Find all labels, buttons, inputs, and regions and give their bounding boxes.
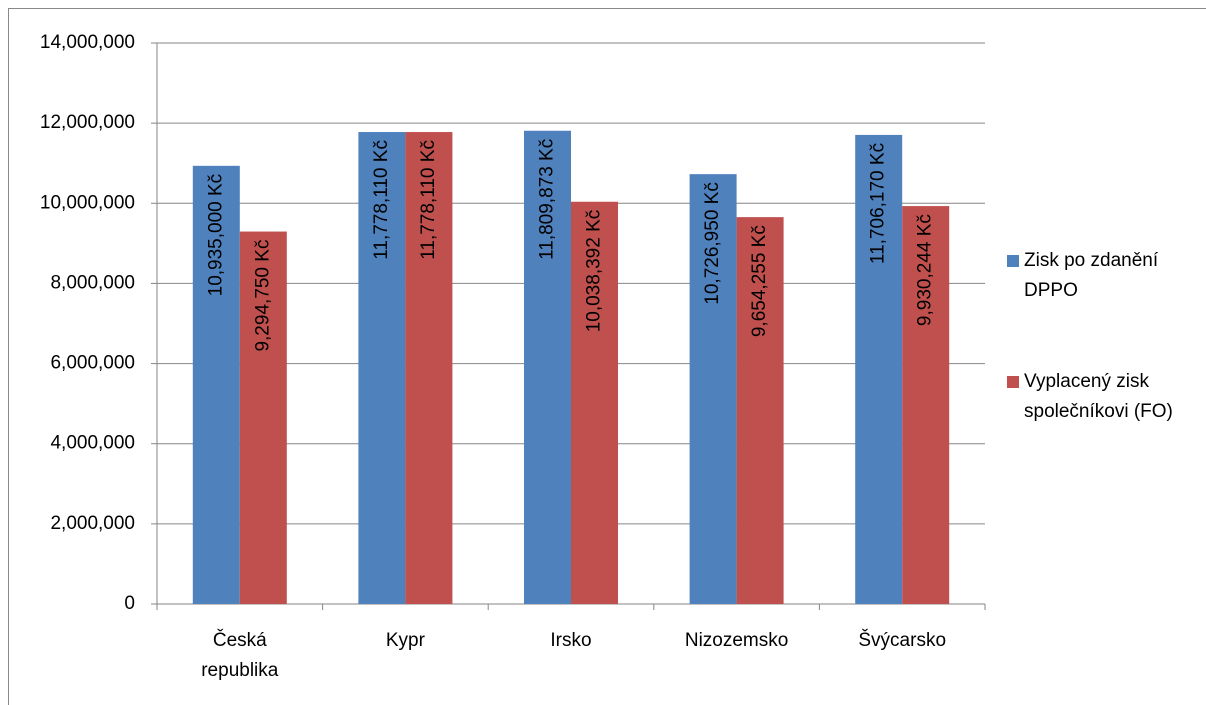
- y-tick-label: 8,000,000: [50, 272, 135, 293]
- x-tick-label: Švýcarsko: [858, 629, 946, 651]
- legend-swatch: [1007, 255, 1019, 267]
- value-label: 11,778,110 Kč: [371, 140, 392, 260]
- y-tick-label: 14,000,000: [40, 32, 135, 53]
- bar: [239, 231, 287, 605]
- y-tick-label: 10,000,000: [40, 192, 135, 213]
- x-tick-label: Nizozemsko: [685, 630, 788, 651]
- value-label: 10,038,392 Kč: [584, 210, 605, 333]
- legend-swatch: [1007, 376, 1019, 388]
- bar: [855, 134, 903, 604]
- y-tick-label: 4,000,000: [50, 433, 135, 454]
- bar: [571, 201, 618, 604]
- bar: [902, 206, 950, 604]
- legend-label: Zisk po zdanění DPPO: [1024, 250, 1159, 301]
- value-label: 9,654,255 Kč: [749, 225, 770, 337]
- bar: [736, 217, 784, 605]
- bar: [689, 174, 737, 604]
- value-label: 10,935,000 Kč: [205, 174, 226, 297]
- y-tick-label: 0: [124, 593, 135, 614]
- y-tick-label: 6,000,000: [50, 353, 135, 374]
- value-label: 10,726,950 Kč: [702, 182, 723, 305]
- bar: [192, 165, 240, 605]
- bar: [358, 132, 406, 604]
- legend-label: Vyplacený zisk společníkovi (FO): [1024, 371, 1173, 422]
- value-label: 11,809,873 Kč: [537, 139, 558, 260]
- bar: [524, 130, 571, 604]
- bar: [405, 132, 453, 604]
- y-tick-label: 2,000,000: [50, 513, 135, 534]
- value-label: 9,930,244 Kč: [915, 214, 936, 326]
- x-tick-label: Česká republika: [201, 629, 279, 681]
- x-tick-label: Irsko: [550, 630, 591, 651]
- chart-frame: [8, 8, 1206, 705]
- y-tick-label: 12,000,000: [40, 112, 135, 133]
- value-label: 11,706,170 Kč: [868, 143, 889, 264]
- value-label: 11,778,110 Kč: [418, 140, 439, 260]
- value-label: 9,294,750 Kč: [252, 240, 273, 352]
- x-tick-label: Kypr: [386, 630, 426, 651]
